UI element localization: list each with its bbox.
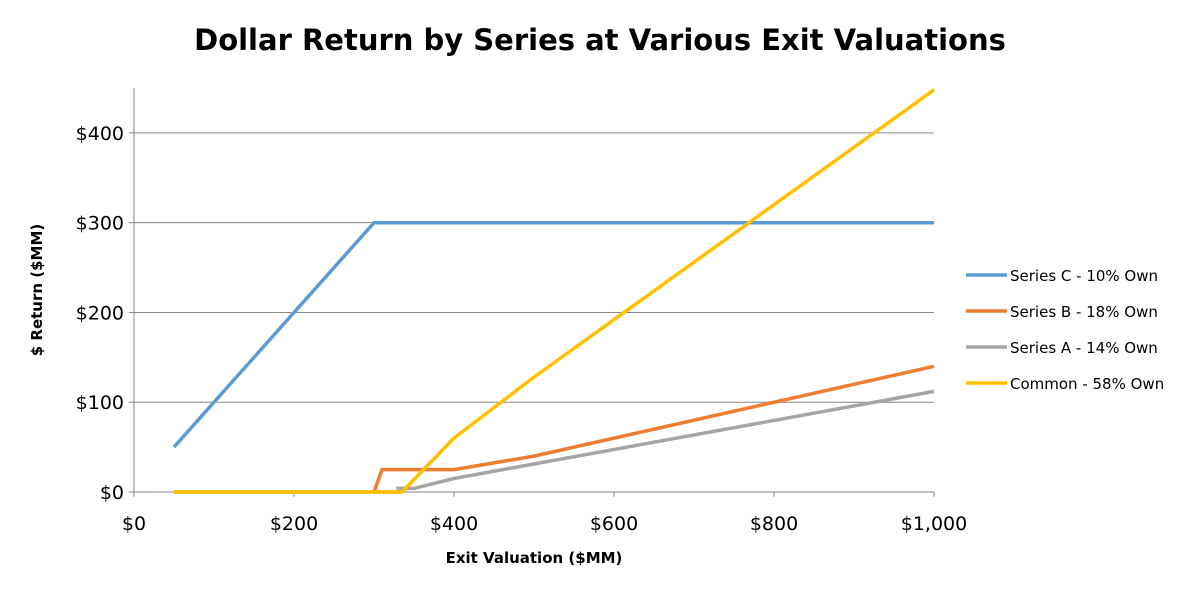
legend: Series C - 10% Own Series B - 18% Own Seri… xyxy=(966,267,1164,393)
x-tick-label-3: $600 xyxy=(590,513,638,535)
chart-title: Dollar Return by Series at Various Exit … xyxy=(194,23,1006,57)
y-tick-label-0: $0 xyxy=(100,482,124,504)
x-axis-ticks: $0 $200 $400 $600 $800 $1,000 xyxy=(122,492,967,535)
x-axis-label: Exit Valuation ($MM) xyxy=(446,549,623,567)
gridlines xyxy=(134,132,934,403)
legend-label-3: Common - 58% Own xyxy=(1010,375,1164,393)
x-tick-label-2: $400 xyxy=(430,513,478,535)
y-axis-ticks: $0 $100 $200 $300 $400 xyxy=(76,123,134,504)
series-line-1 xyxy=(174,364,935,494)
y-tick-label-1: $100 xyxy=(76,392,124,414)
series-line-3 xyxy=(174,88,936,494)
y-axis-label: $ Return ($MM) xyxy=(28,224,46,357)
x-tick-label-0: $0 xyxy=(122,513,146,535)
x-tick-label-4: $800 xyxy=(750,513,798,535)
series-line-2 xyxy=(174,389,935,494)
y-tick-label-4: $400 xyxy=(76,123,124,145)
legend-label-0: Series C - 10% Own xyxy=(1010,267,1158,285)
x-tick-label-1: $200 xyxy=(270,513,318,535)
legend-label-1: Series B - 18% Own xyxy=(1010,303,1158,321)
y-tick-label-2: $200 xyxy=(76,302,124,324)
series-lines xyxy=(172,88,936,494)
y-tick-label-3: $300 xyxy=(76,213,124,235)
x-tick-label-5: $1,000 xyxy=(901,513,967,535)
legend-label-2: Series A - 14% Own xyxy=(1010,339,1158,357)
